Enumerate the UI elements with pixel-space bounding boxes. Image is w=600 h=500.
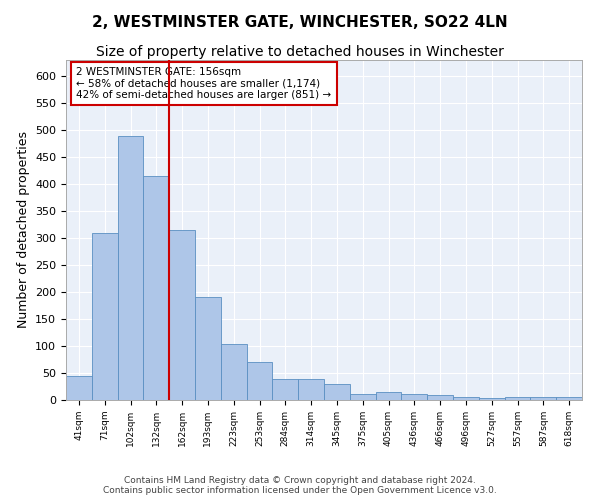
Bar	[530, 398, 556, 400]
Bar	[66, 376, 92, 400]
Text: Size of property relative to detached houses in Winchester: Size of property relative to detached ho…	[96, 45, 504, 59]
Bar	[272, 380, 298, 400]
Bar	[221, 344, 247, 400]
Bar	[556, 398, 582, 400]
Y-axis label: Number of detached properties: Number of detached properties	[17, 132, 29, 328]
Bar	[505, 398, 530, 400]
Bar	[247, 362, 272, 400]
Bar	[453, 398, 479, 400]
Text: Contains HM Land Registry data © Crown copyright and database right 2024.
Contai: Contains HM Land Registry data © Crown c…	[103, 476, 497, 495]
Bar	[298, 380, 324, 400]
Text: 2, WESTMINSTER GATE, WINCHESTER, SO22 4LN: 2, WESTMINSTER GATE, WINCHESTER, SO22 4L…	[92, 15, 508, 30]
Bar	[118, 136, 143, 400]
Bar	[427, 395, 453, 400]
Text: 2 WESTMINSTER GATE: 156sqm
← 58% of detached houses are smaller (1,174)
42% of s: 2 WESTMINSTER GATE: 156sqm ← 58% of deta…	[76, 67, 331, 100]
Bar	[169, 230, 195, 400]
Bar	[324, 384, 350, 400]
Bar	[401, 394, 427, 400]
Bar	[376, 392, 401, 400]
Bar	[350, 394, 376, 400]
Bar	[92, 232, 118, 400]
Bar	[195, 298, 221, 400]
Bar	[143, 176, 169, 400]
Bar	[479, 398, 505, 400]
